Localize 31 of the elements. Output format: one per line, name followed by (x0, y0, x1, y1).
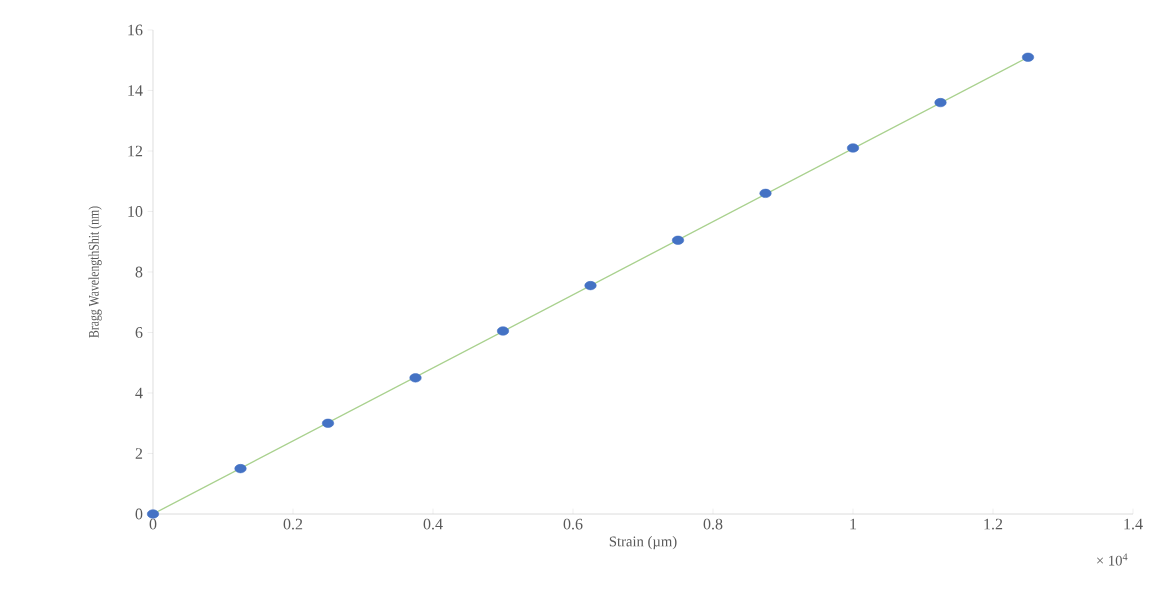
x-tick-label: 0.6 (563, 518, 583, 530)
y-tick-label: 12 (128, 145, 143, 157)
y-tick-label: 0 (135, 508, 143, 520)
point (934, 98, 947, 108)
y-tick-label: 14 (128, 85, 143, 96)
y-tick-label: 4 (135, 387, 143, 399)
point (409, 373, 422, 383)
point (146, 509, 160, 519)
point (321, 418, 335, 428)
point (846, 143, 860, 153)
x-tick-label: 1.2 (984, 518, 1003, 530)
point (759, 188, 772, 198)
x-tick-label: 1 (850, 518, 857, 530)
point (671, 235, 685, 245)
y-tick-label: 10 (128, 206, 143, 217)
x-tick-label: 1.4 (1124, 518, 1143, 530)
y-axis-title: Bragg WavelengthShit (nm) (88, 206, 102, 338)
text: × 10$^{4}$ (1097, 553, 1128, 566)
point (234, 464, 247, 474)
x-tick-label: 0.4 (423, 518, 443, 530)
y-tick-label: 8 (135, 266, 143, 278)
x-tick-label: 0 (149, 518, 157, 530)
x-tick-label: 0.2 (283, 518, 303, 530)
point (496, 326, 510, 336)
y-tick-label: 16 (128, 24, 143, 36)
point (584, 281, 597, 291)
y-tick-label: 2 (135, 448, 143, 459)
x-axis-title: Strain (µm) (609, 536, 677, 550)
y-tick-label: 6 (135, 327, 143, 338)
x-tick-label: 0.8 (703, 518, 723, 530)
point (1021, 52, 1035, 62)
